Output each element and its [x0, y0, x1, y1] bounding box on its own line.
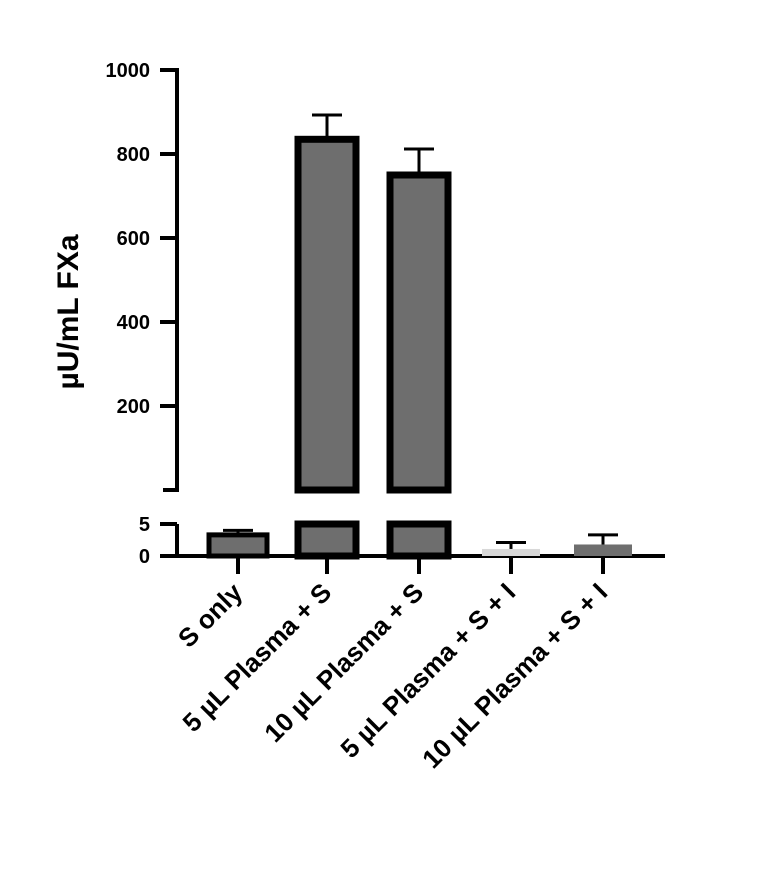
bar-4: [574, 544, 632, 556]
bar-0: [206, 532, 270, 559]
bar-2-lower: [386, 520, 452, 560]
error-bars: [223, 113, 618, 549]
y-tick-label-1000: 1000: [106, 60, 151, 82]
bar-1-upper: [294, 135, 360, 494]
category-label-2: 10 µL Plasma + S: [258, 577, 429, 748]
y-tick-label-lower-0: 0: [139, 546, 150, 568]
y-tick-label-400: 400: [117, 312, 150, 334]
y-tick-label-600: 600: [117, 228, 150, 250]
y-tick-label-200: 200: [117, 396, 150, 418]
bar-3: [482, 548, 540, 556]
category-label-0: S only: [172, 577, 249, 654]
y-axis-title: µU/mL FXa: [52, 234, 85, 389]
bar-2-upper: [386, 171, 452, 494]
y-tick-label-lower-5: 5: [139, 514, 150, 536]
category-label-3: 5 µL Plasma + S + I: [334, 577, 521, 764]
axes: 200 400 600 800 1000 0 5: [106, 60, 665, 574]
bars: [206, 135, 632, 560]
category-label-4: 10 µL Plasma + S + I: [416, 577, 613, 774]
y-tick-label-800: 800: [117, 144, 150, 166]
bar-1-lower: [294, 520, 360, 560]
